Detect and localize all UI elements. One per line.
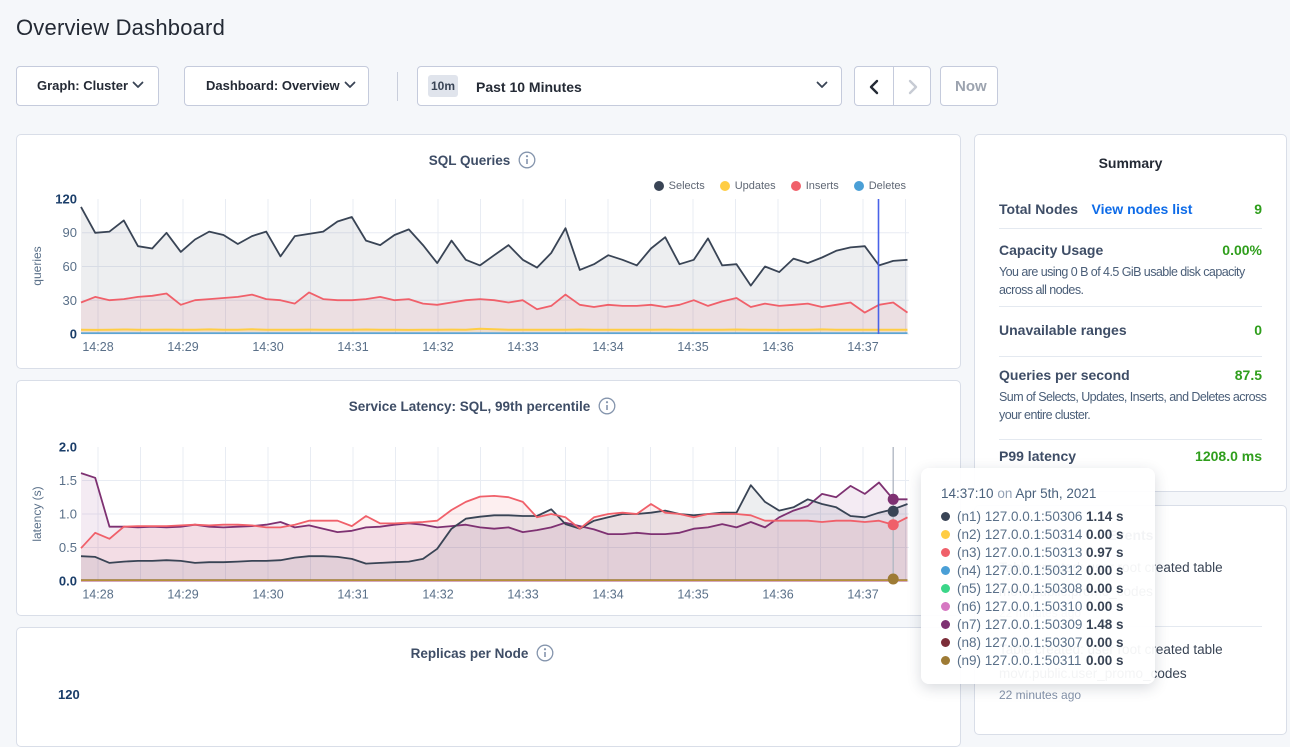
svg-text:queries: queries xyxy=(30,246,44,285)
svg-text:14:32: 14:32 xyxy=(422,588,453,602)
svg-text:14:33: 14:33 xyxy=(507,340,538,354)
svg-text:30: 30 xyxy=(63,293,77,308)
svg-text:14:33: 14:33 xyxy=(507,588,538,602)
svg-text:0: 0 xyxy=(70,327,77,342)
svg-text:14:37: 14:37 xyxy=(847,588,878,602)
svg-text:latency (s): latency (s) xyxy=(30,486,44,541)
svg-text:14:35: 14:35 xyxy=(677,340,708,354)
svg-text:14:28: 14:28 xyxy=(82,340,113,354)
svg-text:14:31: 14:31 xyxy=(337,588,368,602)
svg-text:0.5: 0.5 xyxy=(59,540,77,555)
svg-text:14:29: 14:29 xyxy=(167,340,198,354)
svg-text:14:34: 14:34 xyxy=(592,588,623,602)
svg-text:0.0: 0.0 xyxy=(59,574,77,589)
svg-text:90: 90 xyxy=(63,225,77,240)
svg-text:14:31: 14:31 xyxy=(337,340,368,354)
svg-text:1.0: 1.0 xyxy=(59,507,77,522)
svg-text:14:32: 14:32 xyxy=(422,340,453,354)
svg-text:14:30: 14:30 xyxy=(252,588,283,602)
svg-text:14:30: 14:30 xyxy=(252,340,283,354)
svg-text:60: 60 xyxy=(63,259,77,274)
svg-text:14:28: 14:28 xyxy=(82,588,113,602)
svg-text:14:36: 14:36 xyxy=(762,588,793,602)
svg-text:14:29: 14:29 xyxy=(167,588,198,602)
svg-text:120: 120 xyxy=(55,192,77,207)
svg-text:14:34: 14:34 xyxy=(592,340,623,354)
svg-text:14:37: 14:37 xyxy=(847,340,878,354)
svg-text:14:36: 14:36 xyxy=(762,340,793,354)
svg-text:1.5: 1.5 xyxy=(59,473,77,488)
svg-text:14:35: 14:35 xyxy=(677,588,708,602)
svg-text:2.0: 2.0 xyxy=(59,440,77,455)
